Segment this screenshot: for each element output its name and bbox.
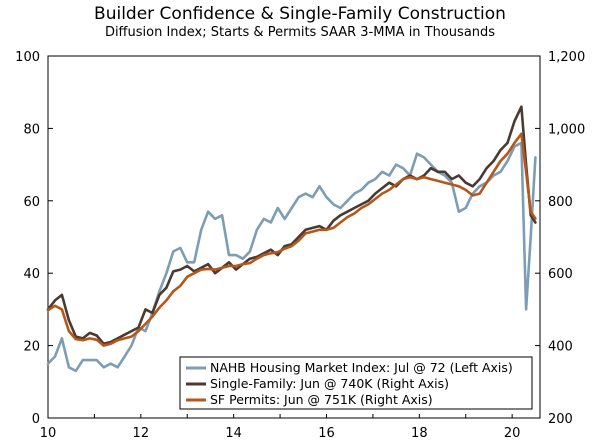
x-axis-tick-label: 12 <box>133 426 150 441</box>
right-axis-tick-label: 800 <box>548 195 573 210</box>
right-axis-tick-label: 200 <box>548 412 573 427</box>
series-lines <box>46 105 537 373</box>
plot-area-frame <box>47 55 541 419</box>
chart-subtitle: Diffusion Index; Starts & Permits SAAR 3… <box>104 25 496 40</box>
x-axis-tick-label: 16 <box>318 426 335 441</box>
left-axis-tick-label: 60 <box>23 195 40 210</box>
left-axis-tick-label: 0 <box>32 412 40 427</box>
legend-label-single-family: Single-Family: Jun @ 740K (Right Axis) <box>210 376 449 391</box>
legend-label-nahb: NAHB Housing Market Index: Jul @ 72 (Lef… <box>210 360 513 375</box>
x-axis-tick-label: 20 <box>504 426 521 441</box>
series-line-single-family <box>46 105 537 346</box>
x-axis-tick-label: 10 <box>40 426 57 441</box>
left-axis-tick-label: 80 <box>23 122 40 137</box>
right-axis-tick-label: 1,000 <box>548 122 585 137</box>
series-line-nahb <box>46 141 537 373</box>
chart-title: Builder Confidence & Single-Family Const… <box>94 4 506 24</box>
right-axis-tick-label: 600 <box>548 267 573 282</box>
legend-label-permits: SF Permits: Jun @ 751K (Right Axis) <box>210 392 433 407</box>
axes-group: 0 20 40 60 80 100 200 400 600 800 1,000 1,200 10 12 14… <box>15 50 585 441</box>
right-axis-tick-label: 400 <box>548 340 573 355</box>
right-axis-tick-label: 1,200 <box>548 50 585 65</box>
legend-box <box>179 356 533 410</box>
left-axis-tick-label: 20 <box>23 340 40 355</box>
left-axis-tick-label: 40 <box>23 267 40 282</box>
legend: NAHB Housing Market Index: Jul @ 72 (Lef… <box>179 356 533 410</box>
x-axis-tick-label: 18 <box>411 426 428 441</box>
x-axis-tick-label: 14 <box>225 426 242 441</box>
series-line-permits <box>46 132 537 347</box>
left-axis-tick-label: 100 <box>15 50 40 65</box>
